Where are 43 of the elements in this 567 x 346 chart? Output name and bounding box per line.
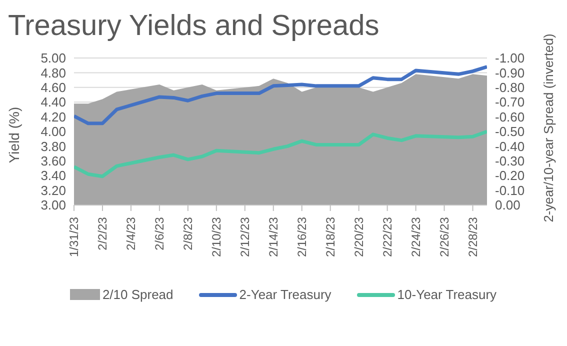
y-tick-label: 3.60 [40, 154, 66, 169]
y-tick-label: 3.00 [40, 198, 66, 213]
y-tick-label: 3.80 [40, 138, 66, 154]
x-tick-label: 2/12/23 [238, 216, 252, 258]
legend-label: 2-Year Treasury [239, 287, 332, 302]
x-tick-label: 2/2/23 [95, 216, 110, 250]
legend-label: 10-Year Treasury [397, 287, 497, 302]
y2-tick-label: 0.00 [495, 198, 520, 213]
y-tick-label: 4.40 [40, 94, 66, 110]
y2-tick-label: -0.20 [495, 168, 525, 184]
x-tick-label: 2/24/23 [408, 216, 423, 258]
y2-tick-label: -0.90 [495, 65, 525, 80]
y-tick-label: 5.00 [40, 50, 66, 66]
y-tick-label: 4.60 [40, 80, 66, 96]
y2-tick-label: -0.30 [495, 154, 525, 169]
y2-tick-label: -1.00 [495, 50, 525, 66]
y2-tick-label: -0.50 [495, 124, 525, 140]
y-tick-label: 4.20 [40, 109, 66, 124]
x-tick-label: 2/20/23 [352, 216, 366, 258]
y-tick-label: 4.00 [40, 124, 66, 140]
y-tick-label: 4.80 [40, 65, 66, 80]
y2-tick-label: -0.10 [495, 182, 525, 198]
chart-title: Treasury Yields and Spreads [8, 10, 380, 42]
y2-axis-title: 2-year/10-year Spread (inverted) [541, 34, 556, 222]
y2-tick-label: -0.40 [495, 138, 525, 154]
y-tick-label: 3.40 [40, 168, 66, 184]
x-tick-label: 2/8/23 [180, 216, 195, 250]
legend-label: 2/10 Spread [102, 287, 174, 302]
y-axis-title: Yield (%) [6, 106, 22, 164]
x-tick-label: 2/26/23 [437, 216, 452, 258]
x-tick-label: 2/28/23 [466, 216, 480, 258]
y-tick-label: 3.20 [40, 182, 66, 198]
x-tick-label: 2/10/23 [209, 216, 224, 258]
x-tick-label: 2/22/23 [380, 216, 394, 258]
x-tick-label: 1/31/23 [67, 216, 81, 258]
x-tick-label: 2/6/23 [152, 216, 166, 250]
y2-tick-label: -0.80 [495, 80, 525, 96]
y2-tick-label: -0.70 [495, 94, 525, 110]
x-tick-label: 2/18/23 [323, 216, 338, 258]
x-tick-label: 2/16/23 [294, 216, 309, 258]
y2-tick-label: -0.60 [495, 109, 525, 124]
x-tick-label: 2/4/23 [124, 216, 138, 250]
x-tick-label: 2/14/23 [266, 216, 280, 258]
